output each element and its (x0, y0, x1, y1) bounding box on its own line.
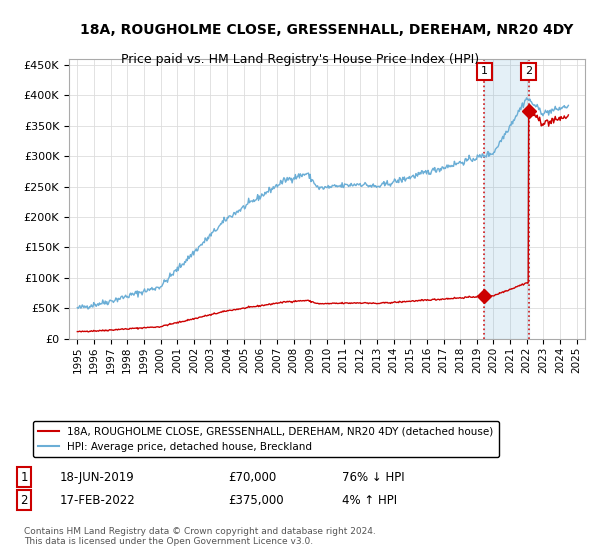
Text: 76% ↓ HPI: 76% ↓ HPI (342, 470, 404, 484)
Text: Price paid vs. HM Land Registry's House Price Index (HPI): Price paid vs. HM Land Registry's House … (121, 53, 479, 66)
Legend: 18A, ROUGHOLME CLOSE, GRESSENHALL, DEREHAM, NR20 4DY (detached house), HPI: Aver: 18A, ROUGHOLME CLOSE, GRESSENHALL, DEREH… (33, 421, 499, 457)
Text: 1: 1 (481, 67, 488, 76)
Text: 2: 2 (20, 493, 28, 507)
Text: £70,000: £70,000 (228, 470, 276, 484)
Text: 4% ↑ HPI: 4% ↑ HPI (342, 493, 397, 507)
Text: 18-JUN-2019: 18-JUN-2019 (60, 470, 135, 484)
Text: Contains HM Land Registry data © Crown copyright and database right 2024.
This d: Contains HM Land Registry data © Crown c… (24, 526, 376, 546)
Text: 17-FEB-2022: 17-FEB-2022 (60, 493, 136, 507)
Bar (484, 59, 529, 339)
Text: £375,000: £375,000 (228, 493, 284, 507)
Title: 18A, ROUGHOLME CLOSE, GRESSENHALL, DEREHAM, NR20 4DY: 18A, ROUGHOLME CLOSE, GRESSENHALL, DEREH… (80, 23, 574, 37)
Text: 1: 1 (20, 470, 28, 484)
Text: 2: 2 (525, 67, 532, 76)
